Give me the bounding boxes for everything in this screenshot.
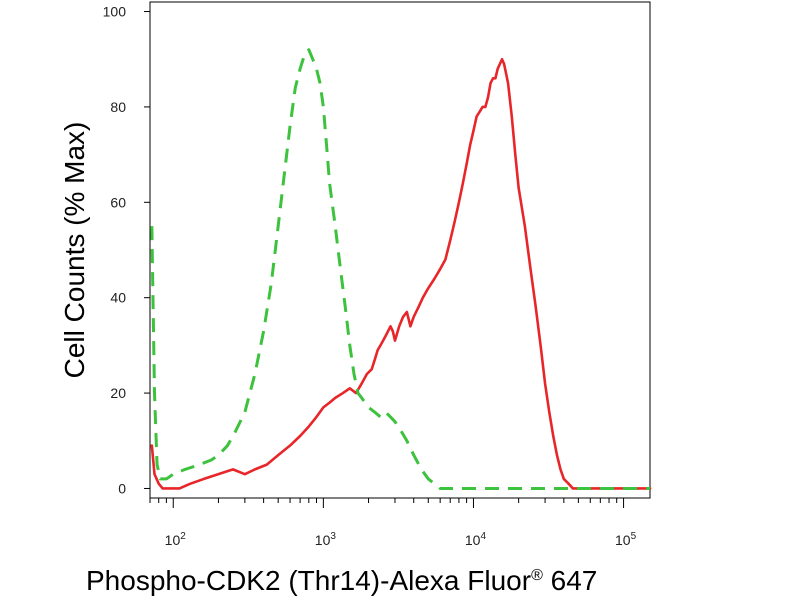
y-axis-label: Cell Counts (% Max) [59,122,90,379]
x-tick-base: 10 [315,532,331,548]
stained-histogram-line [150,57,652,490]
y-tick-label: 0 [118,480,126,496]
x-tick-exponent: 5 [631,531,637,542]
control-histogram-line [150,48,650,490]
x-tick-label: 105 [615,531,637,548]
x-tick-base: 10 [165,532,181,548]
x-axis-label-registered-mark: ® [531,567,543,584]
series-layer [150,48,652,490]
x-axis-label-tail: 647 [543,565,598,596]
x-tick-label: 102 [165,531,187,548]
x-tick-label: 104 [465,531,487,548]
x-axis-label: Phospho-CDK2 (Thr14)-Alexa Fluor® 647 [86,565,597,596]
plot-frame [149,1,651,499]
y-tick-label: 40 [110,290,126,306]
x-tick-exponent: 3 [330,531,336,542]
x-tick-base: 10 [615,532,631,548]
x-tick-exponent: 2 [180,531,186,542]
y-tick-label: 80 [110,99,126,115]
y-tick-label: 20 [110,385,126,401]
y-tick-label: 100 [103,4,127,20]
y-axis: 0 20 40 60 80 100 [103,4,150,496]
x-tick-base: 10 [465,532,481,548]
x-tick-label: 103 [315,531,337,548]
x-axis: 102 103 104 105 [149,498,637,548]
x-tick-exponent: 4 [480,531,486,542]
x-axis-label-main: Phospho-CDK2 (Thr14)-Alexa Fluor [86,565,531,596]
y-tick-label: 60 [110,194,126,210]
